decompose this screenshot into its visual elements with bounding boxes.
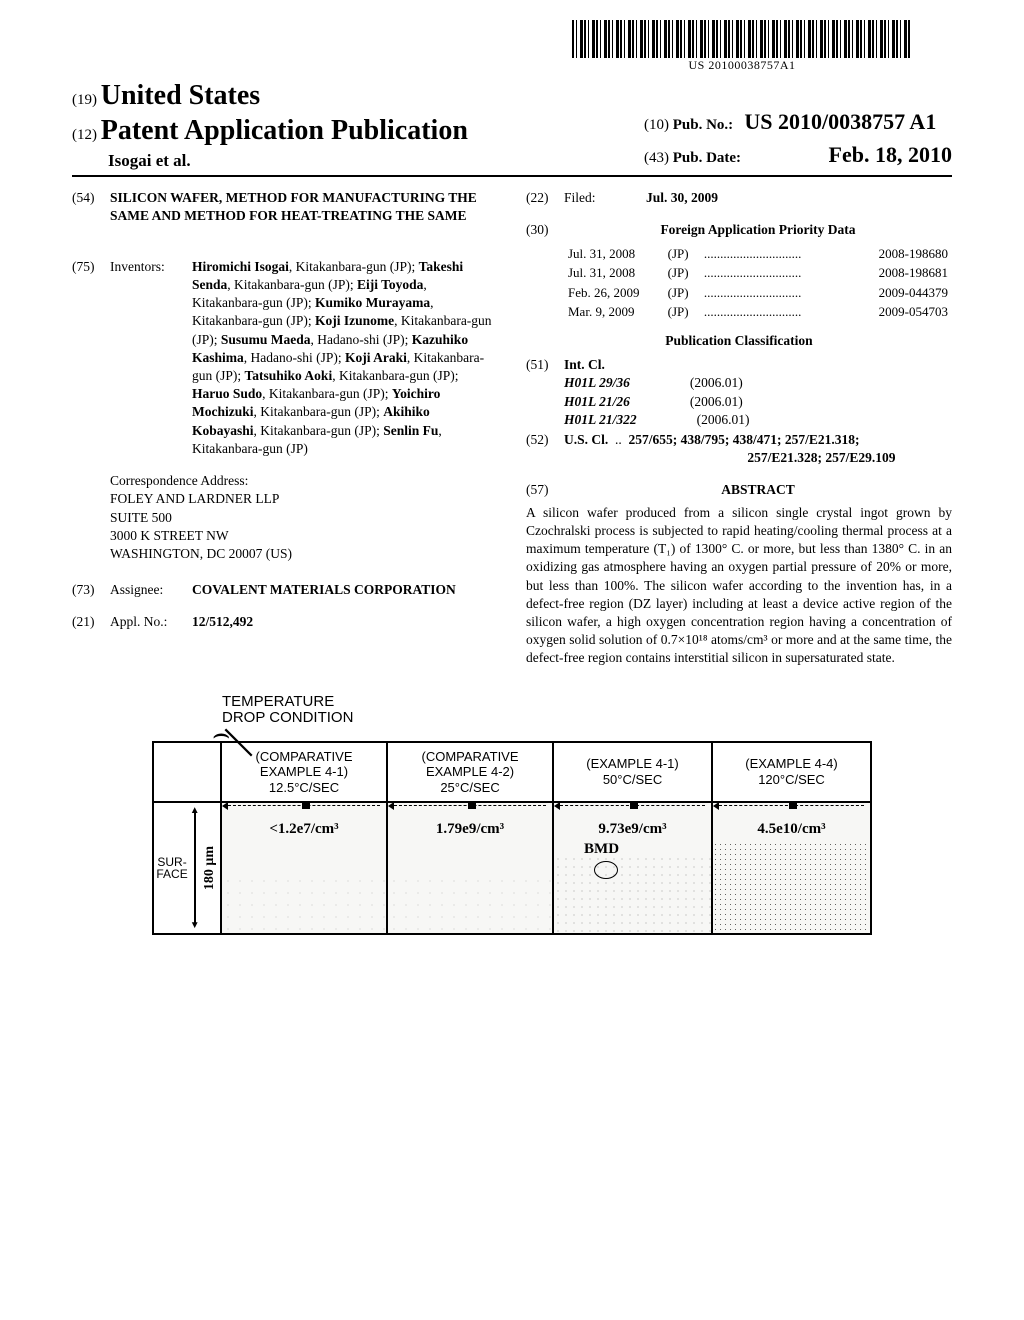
abstract-label: ABSTRACT [721,482,795,497]
assignee: COVALENT MATERIALS CORPORATION [192,582,456,597]
code-12: (12) [72,127,97,143]
barcode-text: US 20100038757A1 [572,58,912,73]
code-30: (30) [526,221,564,239]
corr-line: 3000 K STREET NW [110,527,498,545]
abstract-text: A silicon wafer produced from a silicon … [526,504,952,668]
pubno-label: Pub. No.: [673,117,733,133]
authors-line: Isogai et al. [72,150,468,171]
code-75: (75) [72,258,110,458]
priority-table: Jul. 31, 2008(JP).......................… [564,244,952,322]
figure-sample-cell: 4.5e10/cm³ [712,802,871,934]
intcl-row: H01L 21/26(2006.01) [564,393,952,411]
inventors-label: Inventors: [110,258,192,458]
pub-type: Patent Application Publication [101,115,468,146]
intcl-row: H01L 29/36(2006.01) [564,374,952,392]
priority-hdr: Foreign Application Priority Data [660,222,855,237]
code-52: (52) [526,431,564,467]
intcl-row: H01L 21/322(2006.01) [564,411,952,429]
priority-row: Jul. 31, 2008(JP).......................… [564,263,952,283]
classification-hdr: Publication Classification [526,332,952,350]
invention-title: SILICON WAFER, METHOD FOR MANUFACTURING … [110,189,498,225]
uscl: 257/655; 438/795; 438/471; 257/E21.318; … [564,432,896,465]
applno: 12/512,492 [192,614,253,629]
uscl-label: U.S. Cl. [564,432,608,447]
applno-label: Appl. No.: [110,613,192,631]
intcl-label: Int. Cl. [564,357,605,372]
filed-date: Jul. 30, 2009 [646,190,718,205]
pubdate-label: Pub. Date: [673,150,741,166]
figure-sample-cell: 1.79e9/cm³ [387,802,553,934]
corr-line: SUITE 500 [110,509,498,527]
code-10: (10) [644,117,669,133]
pubno: US 2010/0038757 A1 [744,109,936,134]
priority-row: Feb. 26, 2009(JP).......................… [564,283,952,303]
figure-table: (COMPARATIVEEXAMPLE 4-1)12.5°C/SEC(COMPA… [152,741,872,936]
bracket-icon: ⌢╲ [212,727,872,741]
code-43: (43) [644,150,669,166]
figure-col-header: (COMPARATIVEEXAMPLE 4-2)25°C/SEC [387,742,553,803]
inventors-list: Hiromichi Isogai, Kitakanbara-gun (JP); … [192,258,498,458]
code-19: (19) [72,92,97,108]
code-73: (73) [72,581,110,599]
depth-label: 180 μm [202,846,218,890]
figure: TEMPERATURE DROP CONDITION ⌢╲ (COMPARATI… [152,694,872,936]
figure-sample-cell: 9.73e9/cm³BMD [553,802,712,934]
figure-col-header: (EXAMPLE 4-1)50°C/SEC [553,742,712,803]
country: United States [101,80,260,111]
corr-label: Correspondence Address: [110,472,498,490]
corr-line: WASHINGTON, DC 20007 (US) [110,545,498,563]
code-21: (21) [72,613,110,631]
code-57: (57) [526,481,564,499]
header: (19) United States (12) Patent Applicati… [72,78,952,177]
barcode-block: US 20100038757A1 [72,20,952,74]
assignee-label: Assignee: [110,581,192,599]
depth-arrow-icon: ▲▼ [190,808,200,928]
figure-sample-cell: <1.2e7/cm³ [221,802,387,934]
temp-label-2: DROP CONDITION [222,709,353,726]
pubdate: Feb. 18, 2010 [829,142,952,167]
figure-col-header: (EXAMPLE 4-4)120°C/SEC [712,742,871,803]
surface-label: SUR-FACE [156,856,187,880]
code-54: (54) [72,189,110,243]
filed-label: Filed: [564,189,646,207]
correspondence: Correspondence Address: FOLEY AND LARDNE… [72,472,498,563]
priority-row: Mar. 9, 2009(JP)........................… [564,302,952,322]
code-51: (51) [526,356,564,429]
code-22: (22) [526,189,564,207]
corr-line: FOLEY AND LARDNER LLP [110,490,498,508]
temp-label-1: TEMPERATURE [222,693,334,710]
barcode-bars [572,20,912,58]
priority-row: Jul. 31, 2008(JP).......................… [564,244,952,264]
